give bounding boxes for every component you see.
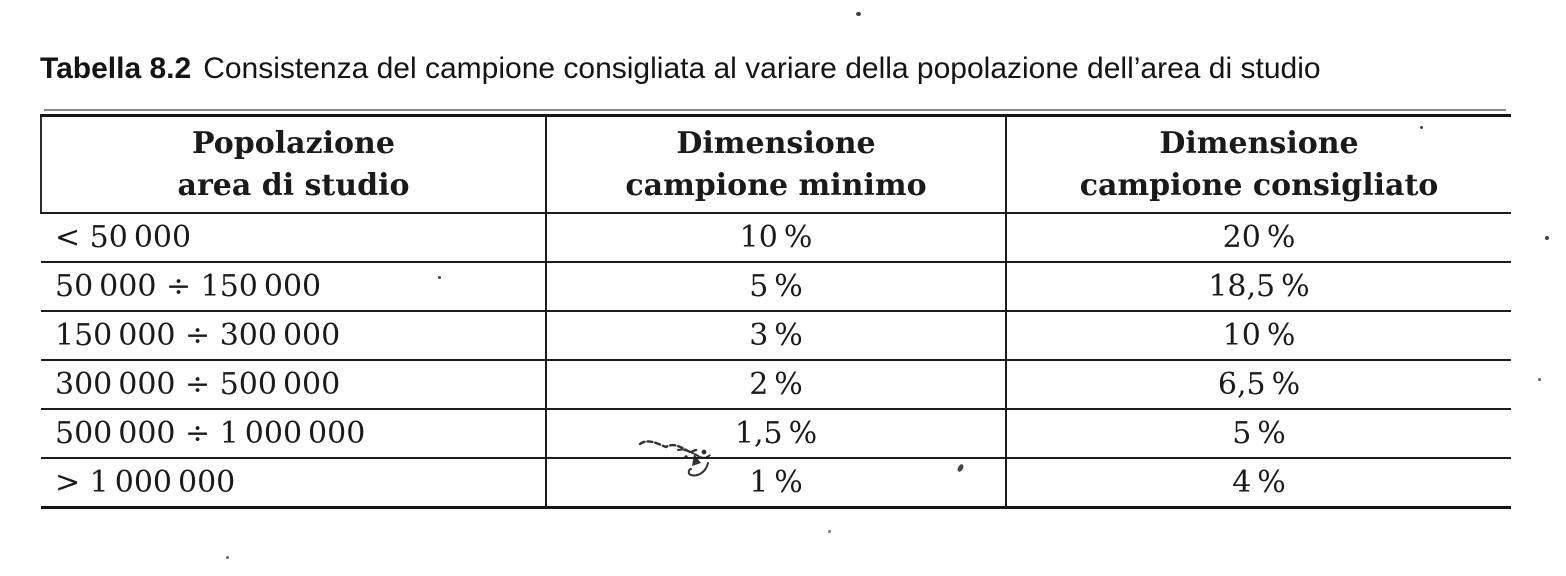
table-row: < 50 000 10 % 20 % — [41, 213, 1511, 263]
col-header-line: Dimensione — [1159, 125, 1359, 161]
table-row: > 1 000 000 1 % 4 % — [41, 458, 1511, 509]
cell-min-sample: 2 % — [545, 360, 1006, 410]
scan-speck — [1538, 378, 1541, 381]
cell-min-sample: 5 % — [545, 262, 1006, 312]
ink-smudge-artifact — [638, 440, 711, 477]
col-header-line: campione minimo — [625, 167, 927, 203]
cell-min-sample: 10 % — [545, 213, 1006, 263]
table-caption-text: Consistenza del campione consigliata al … — [203, 52, 1321, 85]
scan-speck — [856, 12, 861, 16]
scan-speck — [1420, 126, 1423, 129]
col-header-line: Dimensione — [676, 125, 876, 161]
cell-min-sample: 3 % — [545, 311, 1006, 361]
cell-min-sample: 1 % — [545, 458, 1006, 509]
col-header-line: area di studio — [177, 167, 410, 203]
cell-recommended-sample: 18,5 % — [1005, 262, 1511, 312]
cell-min-sample: 1,5 % — [545, 409, 1006, 459]
scan-speck — [438, 276, 441, 279]
cell-population: 150 000 ÷ 300 000 — [41, 311, 546, 361]
cell-recommended-sample: 4 % — [1005, 458, 1511, 509]
table-row: 300 000 ÷ 500 000 2 % 6,5 % — [41, 360, 1511, 410]
cell-recommended-sample: 20 % — [1005, 213, 1511, 263]
scan-speck — [828, 530, 831, 533]
scan-speck — [1545, 236, 1549, 240]
cell-population: 50 000 ÷ 150 000 — [41, 262, 546, 312]
col-header-population: Popolazione area di studio — [40, 114, 546, 214]
table-caption-number: Tabella 8.2 — [40, 52, 192, 85]
header-row: Popolazione area di studio Dimensione ca… — [40, 114, 1511, 214]
cell-recommended-sample: 5 % — [1005, 409, 1511, 459]
col-header-recommended-sample: Dimensione campione consigliato — [1005, 114, 1511, 214]
col-header-line: campione consigliato — [1079, 167, 1439, 203]
cell-recommended-sample: 6,5 % — [1005, 360, 1511, 410]
col-header-min-sample: Dimensione campione minimo — [545, 114, 1006, 214]
col-header-line: Popolazione — [192, 125, 395, 161]
table-row: 150 000 ÷ 300 000 3 % 10 % — [41, 311, 1511, 361]
cell-population: < 50 000 — [41, 213, 546, 263]
cell-population: 500 000 ÷ 1 000 000 — [41, 409, 546, 459]
scan-double-rule — [44, 109, 1506, 111]
cell-population: > 1 000 000 — [41, 458, 546, 509]
table-row: 500 000 ÷ 1 000 000 1,5 % 5 % — [41, 409, 1511, 459]
table-caption: Tabella 8.2 Consistenza del campione cons… — [40, 50, 1540, 88]
scan-speck — [226, 556, 229, 559]
sample-size-table: Popolazione area di studio Dimensione ca… — [40, 114, 1511, 509]
table-row: 50 000 ÷ 150 000 5 % 18,5 % — [41, 262, 1511, 312]
cell-population: 300 000 ÷ 500 000 — [41, 360, 546, 410]
cell-recommended-sample: 10 % — [1005, 311, 1511, 361]
